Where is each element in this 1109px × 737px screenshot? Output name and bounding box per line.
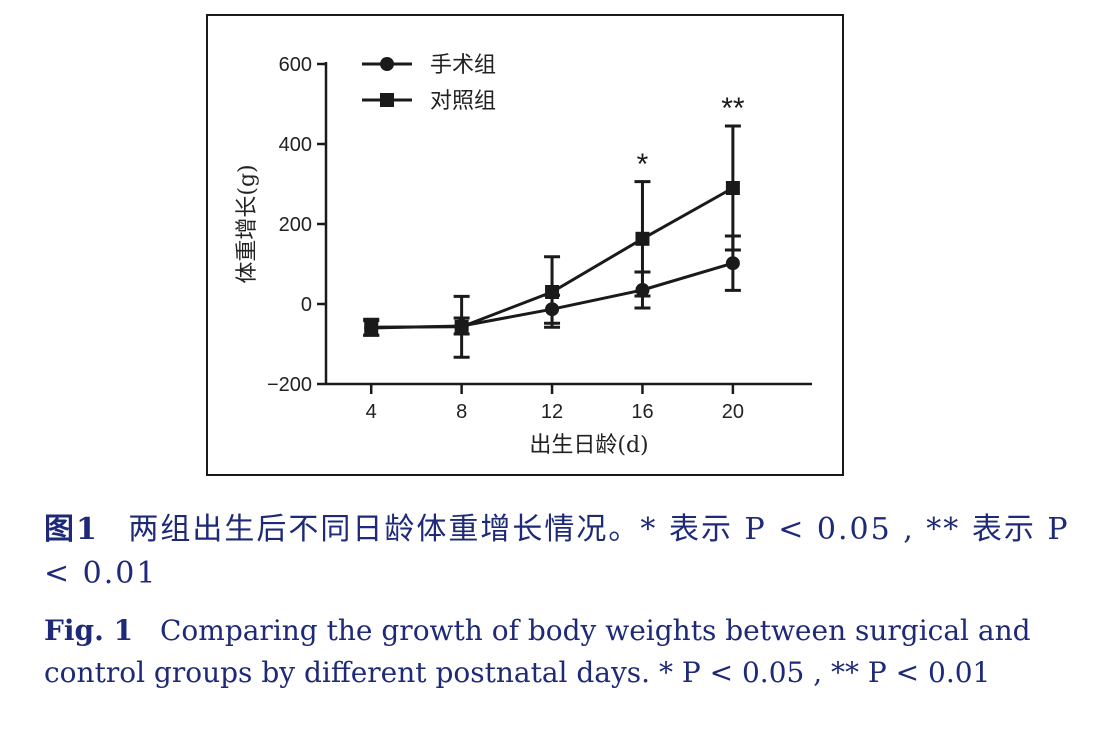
y-tick-label: 200: [279, 214, 312, 236]
caption-chinese: 图1 两组出生后不同日龄体重增长情况。* 表示 P < 0.05 , ** 表示…: [44, 508, 1094, 596]
y-tick-label: 600: [279, 54, 312, 76]
data-point-surgical: [725, 256, 740, 271]
caption-cn-label: 图1: [44, 512, 99, 547]
legend-marker: [380, 57, 394, 71]
data-point-control: [635, 231, 650, 246]
x-tick-label: 12: [541, 401, 563, 423]
x-tick-label: 4: [366, 401, 377, 423]
caption-en-text: Comparing the growth of body weights bet…: [44, 614, 1031, 689]
x-tick-label: 8: [456, 401, 467, 423]
y-axis-title: 体重增长(g): [235, 164, 260, 283]
data-point-control: [454, 319, 469, 334]
caption-english: Fig. 1 Comparing the growth of body weig…: [44, 610, 1094, 694]
figure-frame: 600 400 200 0 −200 4 8 12 16 20 出生日龄(d) 体重增长(g) * ** 手…: [206, 14, 844, 476]
data-point-control: [545, 285, 560, 299]
x-tick-label: 16: [631, 401, 653, 423]
x-tick-label: 20: [722, 401, 744, 423]
significance-mark: **: [721, 92, 745, 125]
y-tick-label: −200: [267, 374, 312, 396]
legend-marker: [380, 93, 394, 107]
caption-en-label: Fig. 1: [44, 614, 134, 647]
legend-label: 手术组: [430, 53, 496, 78]
data-point-control: [725, 181, 740, 195]
data-point-control: [364, 320, 379, 335]
legend-label: 对照组: [430, 89, 496, 114]
y-tick-label: 0: [301, 294, 312, 316]
y-tick-label: 400: [279, 134, 312, 156]
caption-cn-text: 两组出生后不同日龄体重增长情况。* 表示 P < 0.05 , ** 表示 P …: [44, 512, 1070, 591]
significance-mark: *: [637, 148, 649, 181]
x-axis-title: 出生日龄(d): [529, 433, 648, 458]
